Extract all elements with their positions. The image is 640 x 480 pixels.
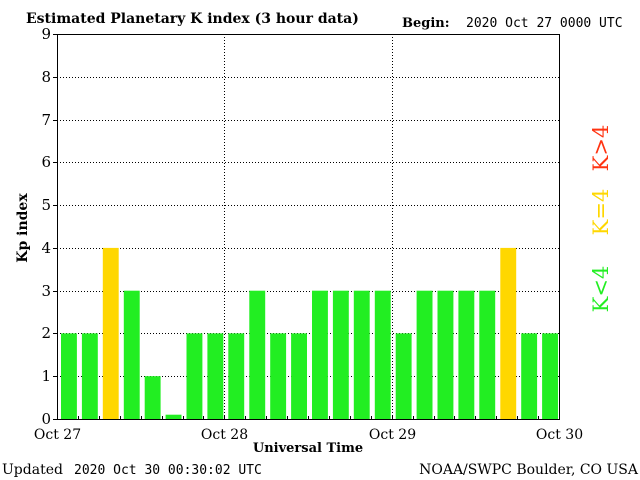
credit-text: NOAA/SWPC Boulder, CO USA xyxy=(419,462,639,478)
y-tick-label: 9 xyxy=(41,25,51,43)
y-tick-label: 6 xyxy=(41,153,51,171)
kp-bar xyxy=(395,333,412,419)
bar-layer xyxy=(61,247,558,419)
kp-bar xyxy=(270,333,287,419)
kp-bar xyxy=(61,333,77,419)
kp-bar xyxy=(207,333,224,419)
legend-k-less-4: K<4 xyxy=(589,266,613,313)
kp-bar xyxy=(144,376,161,419)
x-tick-label: Oct 27 xyxy=(34,427,81,443)
y-tick-label: 7 xyxy=(41,111,51,129)
kp-bar xyxy=(81,333,98,419)
begin-value: 2020 Oct 27 0000 UTC xyxy=(466,16,623,31)
y-tick-label: 5 xyxy=(41,196,51,214)
kp-bar xyxy=(186,333,203,419)
kp-bar xyxy=(312,290,328,419)
kp-bar xyxy=(249,290,266,419)
x-axis-label: Universal Time xyxy=(253,441,363,456)
kp-bar xyxy=(353,290,370,419)
updated-label: Updated xyxy=(2,462,63,478)
y-axis-label: Kp index xyxy=(15,193,31,263)
legend-k-equal-4: K=4 xyxy=(589,189,613,236)
kp-bar xyxy=(123,290,140,419)
y-tick-label: 8 xyxy=(41,68,51,86)
plot-frame xyxy=(57,34,560,420)
begin-label: Begin: xyxy=(402,16,450,31)
updated-value: 2020 Oct 30 00:30:02 UTC xyxy=(74,463,262,478)
kp-bar xyxy=(416,290,433,419)
kp-bar xyxy=(458,290,475,419)
kp-bar xyxy=(165,414,182,419)
kp-bar xyxy=(542,333,558,419)
grid-layer xyxy=(57,34,559,419)
kp-bar xyxy=(521,333,538,419)
kp-bar xyxy=(332,290,349,419)
x-tick-label: Oct 29 xyxy=(369,427,416,443)
y-tick-label: 2 xyxy=(41,324,51,342)
kp-bar xyxy=(102,247,119,419)
x-tick-label: Oct 30 xyxy=(536,427,583,443)
kp-bar xyxy=(374,290,391,419)
y-tick-label: 1 xyxy=(41,367,51,385)
y-tick-label: 0 xyxy=(41,410,51,428)
y-tick-label: 4 xyxy=(41,239,51,257)
legend-k-greater-4: K>4 xyxy=(589,125,613,172)
kp-bar xyxy=(437,290,454,419)
tick-layer: 0 1 2 3 4 5 6 7 8 9 Oct 27 Oct 28 Oct 29 Oct 30 xyxy=(34,25,583,443)
x-tick-label: Oct 28 xyxy=(201,427,248,443)
kp-bar xyxy=(228,333,245,419)
kp-bar xyxy=(500,247,517,419)
kp-bar xyxy=(291,333,307,419)
chart-title: Estimated Planetary K index (3 hour data… xyxy=(26,11,359,27)
kp-bar xyxy=(479,290,496,419)
y-tick-label: 3 xyxy=(41,282,51,300)
